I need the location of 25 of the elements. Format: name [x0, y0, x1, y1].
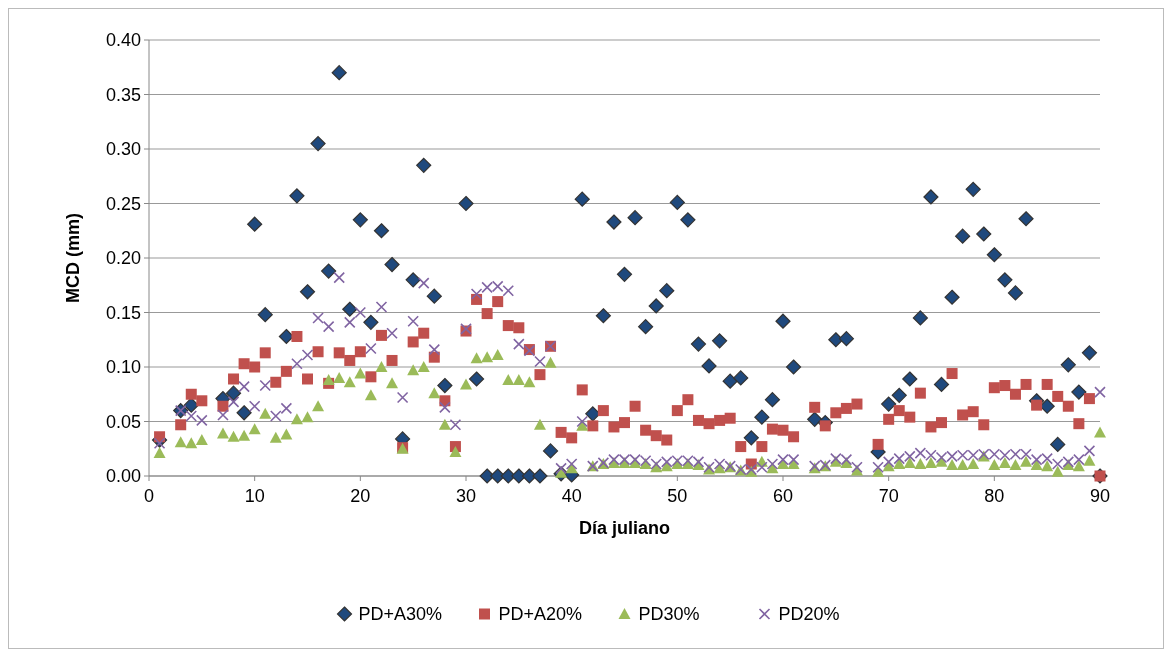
x-tick-label: 80: [984, 486, 1005, 506]
legend-label: PD+A30%: [358, 604, 443, 625]
x-axis-title: Día juliano: [578, 518, 671, 538]
y-tick-label: 0.10: [105, 357, 141, 378]
x-tick-label: 20: [350, 486, 371, 506]
y-tick-label: 0.00: [105, 466, 141, 487]
x-tick-label: 10: [244, 486, 265, 506]
x-tick-label: 0: [143, 486, 155, 506]
y-tick-label: 0.25: [105, 193, 141, 214]
y-tick-label: 0.40: [105, 30, 141, 51]
y-tick-label: 0.20: [105, 248, 141, 269]
y-tick-label: 0.05: [105, 411, 141, 432]
x-tick-label: 40: [561, 486, 582, 506]
x-tick-label: 60: [772, 486, 794, 506]
y-tick-label: 0.30: [105, 139, 141, 160]
x-tick-label: 30: [455, 486, 477, 506]
y-tick-label: 0.15: [105, 302, 141, 323]
legend-label: PD+A20%: [498, 604, 583, 625]
x-tick-label: 70: [878, 486, 899, 506]
legend-label: PD30%: [638, 604, 700, 625]
x-tick-label: 50: [667, 486, 688, 506]
y-tick-label: 0.35: [105, 84, 141, 105]
x-tick-label: 90: [1089, 486, 1111, 506]
legend-label: PD20%: [778, 604, 840, 625]
y-axis-title: MCD (mm): [63, 213, 83, 303]
